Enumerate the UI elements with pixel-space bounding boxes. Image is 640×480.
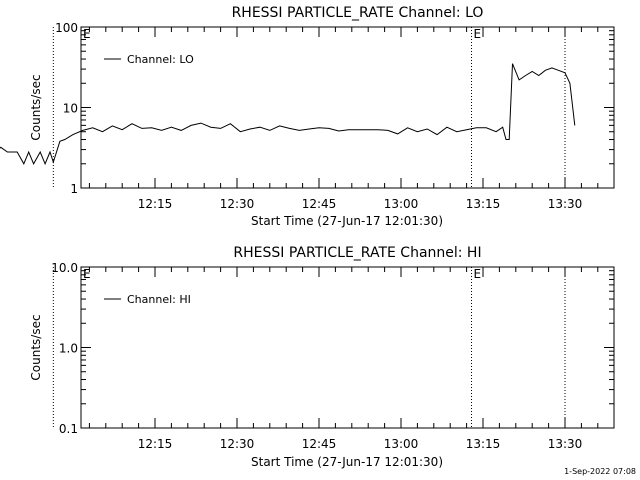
chart-panel-hi: RHESSI PARTICLE_RATE Channel: HI Counts/s… (29, 245, 615, 469)
x-axis-label: Start Time (27-Jun-17 12:01:30) (251, 455, 443, 469)
chart-title: RHESSI PARTICLE_RATE Channel: HI (233, 245, 481, 261)
y-tick-label: 1.0 (59, 342, 78, 356)
x-tick-label: 13:15 (466, 197, 501, 211)
corner-label: E (83, 267, 91, 281)
x-axis-label: Start Time (27-Jun-17 12:01:30) (251, 214, 443, 228)
event-marker-label: E (474, 27, 482, 41)
x-tick-label: 12:15 (138, 197, 173, 211)
legend-entry: Channel: LO (127, 53, 194, 66)
series-line (0, 63, 576, 166)
x-tick-label: 12:15 (138, 437, 173, 451)
event-marker-label: E (474, 267, 482, 281)
x-tick-label: 12:30 (220, 197, 255, 211)
footer-timestamp: 1-Sep-2022 07:08 (564, 467, 636, 476)
chart-panel-lo: RHESSI PARTICLE_RATE Channel: LO Counts/s… (0, 5, 615, 228)
x-tick-label: 13:30 (548, 437, 583, 451)
y-axis-label: Counts/sec (29, 314, 43, 380)
plot-frame (80, 26, 615, 189)
y-tick-label: 100 (55, 21, 78, 35)
x-tick-label: 13:00 (384, 197, 419, 211)
x-tick-label: 13:15 (466, 437, 501, 451)
x-tick-label: 13:00 (384, 437, 419, 451)
x-tick-label: 12:30 (220, 437, 255, 451)
y-tick-label: 0.1 (59, 422, 78, 436)
x-tick-label: 13:30 (548, 197, 583, 211)
legend-entry: Channel: HI (127, 293, 191, 306)
y-tick-label: 1 (70, 182, 78, 196)
chart-title: RHESSI PARTICLE_RATE Channel: LO (232, 5, 484, 21)
x-tick-label: 12:45 (302, 197, 337, 211)
plot-frame (80, 266, 615, 429)
y-tick-label: 10 (63, 102, 78, 116)
corner-label: E (83, 27, 91, 41)
x-tick-label: 12:45 (302, 437, 337, 451)
y-axis-label: Counts/sec (29, 74, 43, 140)
y-tick-label: 10.0 (51, 261, 78, 275)
